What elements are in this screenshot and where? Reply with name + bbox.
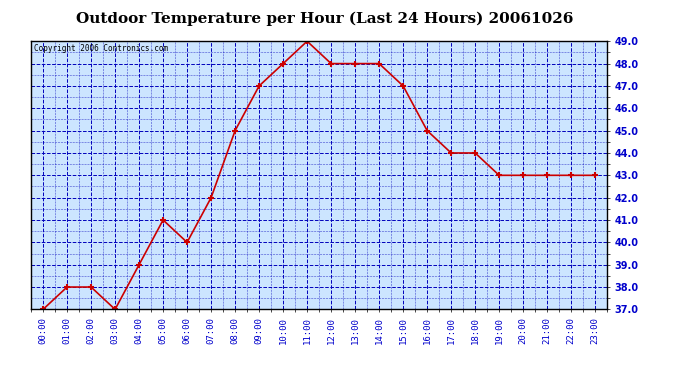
Text: Copyright 2006 Contronics.com: Copyright 2006 Contronics.com	[34, 44, 168, 53]
Text: Outdoor Temperature per Hour (Last 24 Hours) 20061026: Outdoor Temperature per Hour (Last 24 Ho…	[76, 11, 573, 26]
